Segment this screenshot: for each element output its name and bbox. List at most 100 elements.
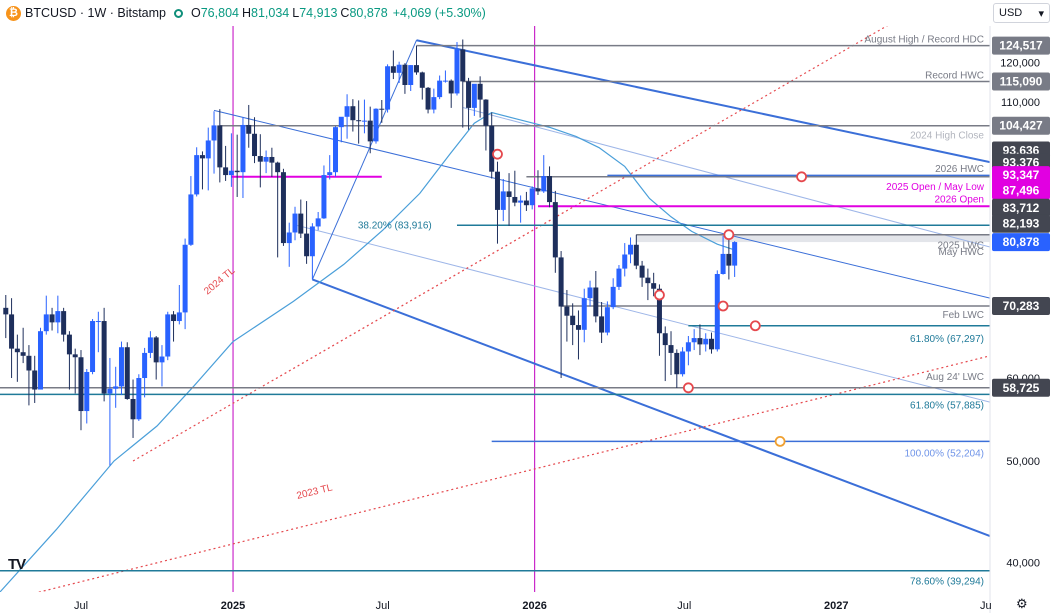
price-tag-bg	[992, 36, 1050, 55]
price-tag-bg	[992, 198, 1050, 217]
candle-body	[257, 156, 263, 162]
price-tag-bg	[992, 181, 1050, 200]
trendline-label-2024: 2024 TL	[202, 265, 237, 297]
marker-circle-1	[796, 171, 807, 183]
dotted-trendline-2023-tl	[37, 355, 990, 592]
marker-circle-5	[749, 320, 761, 332]
currency-selector[interactable]: USD ▾	[993, 3, 1050, 23]
candle-body	[286, 232, 292, 244]
candle-body	[500, 191, 506, 210]
candle-body	[3, 307, 9, 315]
level-label-12: Aug 24' LWC	[926, 372, 984, 383]
candle-body	[234, 170, 240, 173]
candle-body	[466, 81, 472, 108]
candle-body	[61, 311, 67, 335]
candle-body	[211, 125, 217, 141]
candle-body	[703, 338, 709, 345]
candle-body	[651, 283, 657, 289]
candle-body	[489, 125, 495, 172]
gear-icon[interactable]: ⚙	[1016, 596, 1028, 611]
price-tag-1: 115,090	[992, 72, 1050, 91]
level-label-14: 100.00% (52,204)	[904, 448, 984, 459]
candle-body	[714, 274, 720, 350]
open-label: O	[191, 6, 201, 20]
candle-body	[460, 49, 466, 82]
candle-body	[147, 337, 153, 353]
chevron-down-icon: ▾	[1038, 7, 1044, 20]
candle-body	[662, 333, 668, 346]
candle-body	[639, 265, 645, 278]
price-tag-bg	[992, 72, 1050, 91]
candle-body	[107, 388, 113, 394]
candle-body	[385, 66, 391, 110]
low-label: L	[292, 6, 300, 20]
candle-body	[564, 306, 570, 316]
x-tick-label-4: Jul	[677, 600, 691, 612]
candle-body	[668, 345, 674, 353]
symbol-title[interactable]: BTCUSD · 1W · Bitstamp	[25, 6, 166, 20]
marker-circle-0	[492, 148, 503, 160]
price-tag-bg	[992, 214, 1050, 233]
candle-body	[691, 338, 697, 343]
candle-body	[9, 314, 15, 349]
candle-body	[373, 108, 379, 142]
y-tick-label-3: 110,000	[1001, 97, 1040, 109]
candle-body	[408, 65, 414, 85]
candle-body	[263, 156, 269, 162]
price-tag-text: 58,725	[1003, 381, 1040, 395]
tradingview-logo-icon: TV	[8, 556, 26, 573]
price-tag-text: 87,496	[1003, 183, 1040, 197]
price-tag-bg	[992, 296, 1050, 315]
candle-body	[130, 398, 136, 420]
candle-body	[298, 213, 304, 234]
price-tag-text: 70,283	[1003, 299, 1040, 313]
close-value: 80,878	[349, 6, 388, 20]
candle-body	[55, 311, 61, 323]
candle-body	[529, 188, 535, 206]
candle-body	[396, 64, 402, 73]
open-value: 76,804	[200, 6, 239, 20]
candle-body	[344, 106, 350, 117]
candle-body	[159, 356, 165, 363]
last-price-sub-label: May HWC	[938, 247, 984, 258]
candle-body	[379, 108, 385, 110]
currency-label: USD	[999, 7, 1023, 19]
candle-body	[205, 140, 211, 159]
trendline-lower-channel	[312, 278, 990, 538]
x-tick-label-1: 2025	[221, 600, 245, 612]
candle-body	[350, 106, 356, 121]
candle-body	[471, 83, 477, 108]
candle-body	[49, 314, 55, 323]
level-label-15: 78.60% (39,294)	[910, 577, 984, 588]
candle-body	[223, 167, 229, 176]
candle-body	[518, 200, 524, 203]
candle-body	[304, 233, 310, 257]
price-tag-bg	[992, 233, 1050, 252]
candle-body	[217, 125, 223, 168]
candle-body	[593, 287, 599, 317]
candle-body	[709, 338, 715, 350]
candle-body	[419, 72, 425, 88]
price-tag-2: 104,427	[992, 116, 1050, 135]
trendline-light-lower	[294, 224, 990, 403]
candle-body	[90, 321, 96, 372]
price-tag-0: 124,517	[992, 36, 1050, 55]
price-tag-bg	[992, 116, 1050, 135]
candle-body	[512, 196, 518, 203]
candle-body	[14, 348, 20, 353]
candle-body	[228, 170, 234, 176]
moving-average-line	[0, 111, 735, 592]
marker-circle-2	[723, 229, 735, 241]
candle-body	[240, 124, 246, 173]
chart-header: ₿ BTCUSD · 1W · Bitstamp O 76,804 H 81,034…	[0, 0, 486, 26]
level-label-11: 61.80% (67,297)	[910, 334, 984, 345]
candle-body	[506, 191, 512, 197]
candle-body	[674, 352, 680, 375]
candle-body	[176, 312, 182, 322]
candle-body	[425, 87, 431, 110]
candle-body	[20, 352, 26, 356]
candle-body	[610, 286, 616, 308]
low-value: 74,913	[299, 6, 338, 20]
candle-body	[280, 172, 286, 244]
